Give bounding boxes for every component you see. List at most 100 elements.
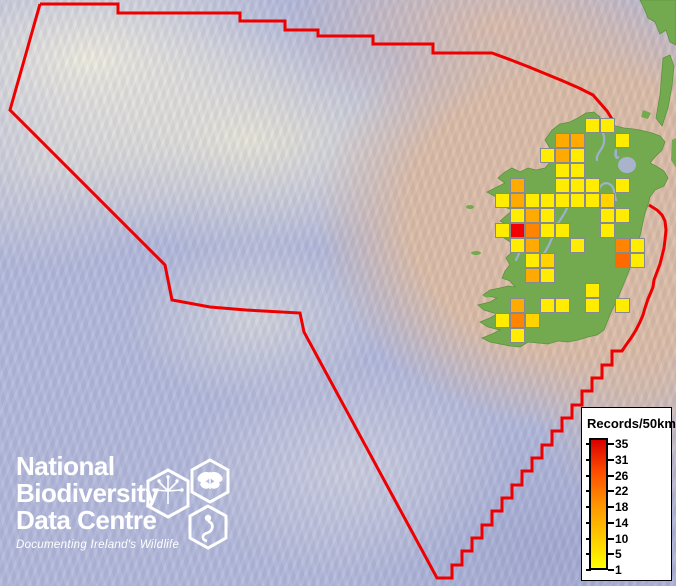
record-cell[interactable] bbox=[615, 238, 630, 253]
record-cell[interactable] bbox=[585, 283, 600, 298]
record-cell[interactable] bbox=[525, 208, 540, 223]
record-cell[interactable] bbox=[600, 193, 615, 208]
record-cell[interactable] bbox=[585, 118, 600, 133]
record-cell[interactable] bbox=[615, 178, 630, 193]
record-cell[interactable] bbox=[570, 148, 585, 163]
record-cell[interactable] bbox=[540, 208, 555, 223]
record-cell[interactable] bbox=[615, 298, 630, 313]
legend-tick-mark bbox=[608, 553, 614, 556]
record-cell[interactable] bbox=[570, 163, 585, 178]
designated-area-boundary bbox=[8, 2, 668, 580]
record-cell[interactable] bbox=[510, 313, 525, 328]
kintyre-peninsula bbox=[655, 54, 675, 127]
record-cell[interactable] bbox=[570, 193, 585, 208]
galloway-coast bbox=[671, 138, 676, 168]
legend-tick-label: 26 bbox=[615, 468, 629, 483]
legend-tick-label: 18 bbox=[615, 500, 629, 514]
logo-text-line1: National bbox=[16, 451, 115, 481]
legend-tick-mark bbox=[586, 490, 591, 493]
legend-tick-label: 22 bbox=[615, 484, 629, 499]
aran-islands bbox=[471, 251, 481, 255]
legend-title: Records/50km bbox=[587, 416, 676, 431]
record-cell[interactable] bbox=[585, 193, 600, 208]
logo-hexagons bbox=[146, 458, 230, 550]
logo-text-line2: Biodiversity bbox=[16, 478, 159, 508]
record-cell[interactable] bbox=[555, 193, 570, 208]
record-cell[interactable] bbox=[510, 328, 525, 343]
record-cell[interactable] bbox=[555, 298, 570, 313]
record-cell[interactable] bbox=[615, 253, 630, 268]
record-cell[interactable] bbox=[600, 118, 615, 133]
legend-tick-mark bbox=[586, 474, 591, 477]
record-cell[interactable] bbox=[525, 193, 540, 208]
record-cell[interactable] bbox=[540, 268, 555, 283]
legend-tick-mark bbox=[586, 458, 591, 461]
record-cell[interactable] bbox=[510, 193, 525, 208]
legend-tick-label: 1 bbox=[615, 563, 622, 577]
record-cell[interactable] bbox=[540, 298, 555, 313]
record-cell[interactable] bbox=[555, 148, 570, 163]
lough-neagh bbox=[618, 157, 636, 173]
butterfly-icon bbox=[190, 458, 230, 504]
dursey-islet bbox=[484, 294, 490, 298]
record-cell[interactable] bbox=[510, 223, 525, 238]
legend-panel: Records/50km 35 31 26 22 18 14 10 5 1 bbox=[581, 407, 676, 581]
record-cell[interactable] bbox=[615, 208, 630, 223]
legend-tick-mark bbox=[608, 506, 614, 508]
legend-tick-mark bbox=[608, 537, 614, 540]
record-cell[interactable] bbox=[525, 268, 540, 283]
record-cell[interactable] bbox=[540, 223, 555, 238]
record-cell[interactable] bbox=[525, 223, 540, 238]
logo-text-line3: Data Centre bbox=[16, 505, 157, 535]
record-cell[interactable] bbox=[495, 313, 510, 328]
legend-tick-mark bbox=[586, 569, 591, 571]
record-cell[interactable] bbox=[540, 253, 555, 268]
scotland-islands bbox=[639, 0, 676, 46]
record-cell[interactable] bbox=[495, 223, 510, 238]
legend-tick-mark bbox=[608, 458, 614, 461]
legend-tick-mark bbox=[586, 443, 591, 445]
rathlin-island bbox=[641, 110, 651, 119]
record-cell[interactable] bbox=[495, 193, 510, 208]
legend-tick-label: 31 bbox=[615, 452, 629, 467]
record-cell[interactable] bbox=[510, 298, 525, 313]
legend-color-scale bbox=[589, 438, 608, 570]
legend-tick-label: 14 bbox=[615, 515, 629, 530]
record-cell[interactable] bbox=[525, 238, 540, 253]
record-cell[interactable] bbox=[510, 208, 525, 223]
record-cell[interactable] bbox=[555, 178, 570, 193]
record-cell[interactable] bbox=[570, 238, 585, 253]
record-cell[interactable] bbox=[525, 253, 540, 268]
record-cell[interactable] bbox=[555, 223, 570, 238]
legend-tick-label: 35 bbox=[615, 437, 629, 451]
record-cell[interactable] bbox=[540, 148, 555, 163]
legend-tick-mark bbox=[586, 537, 591, 540]
nbdc-logo: National Biodiversity Data Centre Docume… bbox=[16, 451, 230, 551]
record-cell[interactable] bbox=[630, 253, 645, 268]
record-cell[interactable] bbox=[570, 133, 585, 148]
record-cell[interactable] bbox=[540, 193, 555, 208]
record-cell[interactable] bbox=[615, 133, 630, 148]
record-cell[interactable] bbox=[525, 313, 540, 328]
record-cell[interactable] bbox=[600, 208, 615, 223]
legend-tick-mark bbox=[608, 490, 614, 493]
legend-tick-label: 10 bbox=[615, 531, 629, 546]
achill-island bbox=[466, 205, 474, 209]
legend-tick-mark bbox=[608, 474, 614, 477]
record-cell[interactable] bbox=[585, 178, 600, 193]
record-cell[interactable] bbox=[510, 178, 525, 193]
record-cell[interactable] bbox=[585, 298, 600, 313]
seahorse-icon bbox=[188, 504, 228, 550]
legend-tick-mark bbox=[586, 521, 591, 524]
record-cell[interactable] bbox=[600, 223, 615, 238]
logo-tagline: Documenting Ireland's Wildlife bbox=[16, 539, 180, 551]
record-cell[interactable] bbox=[630, 238, 645, 253]
record-cell[interactable] bbox=[510, 238, 525, 253]
legend-tick-mark bbox=[586, 506, 591, 508]
record-cell[interactable] bbox=[555, 163, 570, 178]
legend-tick-mark bbox=[586, 553, 591, 556]
record-cell[interactable] bbox=[570, 178, 585, 193]
record-cell[interactable] bbox=[555, 133, 570, 148]
